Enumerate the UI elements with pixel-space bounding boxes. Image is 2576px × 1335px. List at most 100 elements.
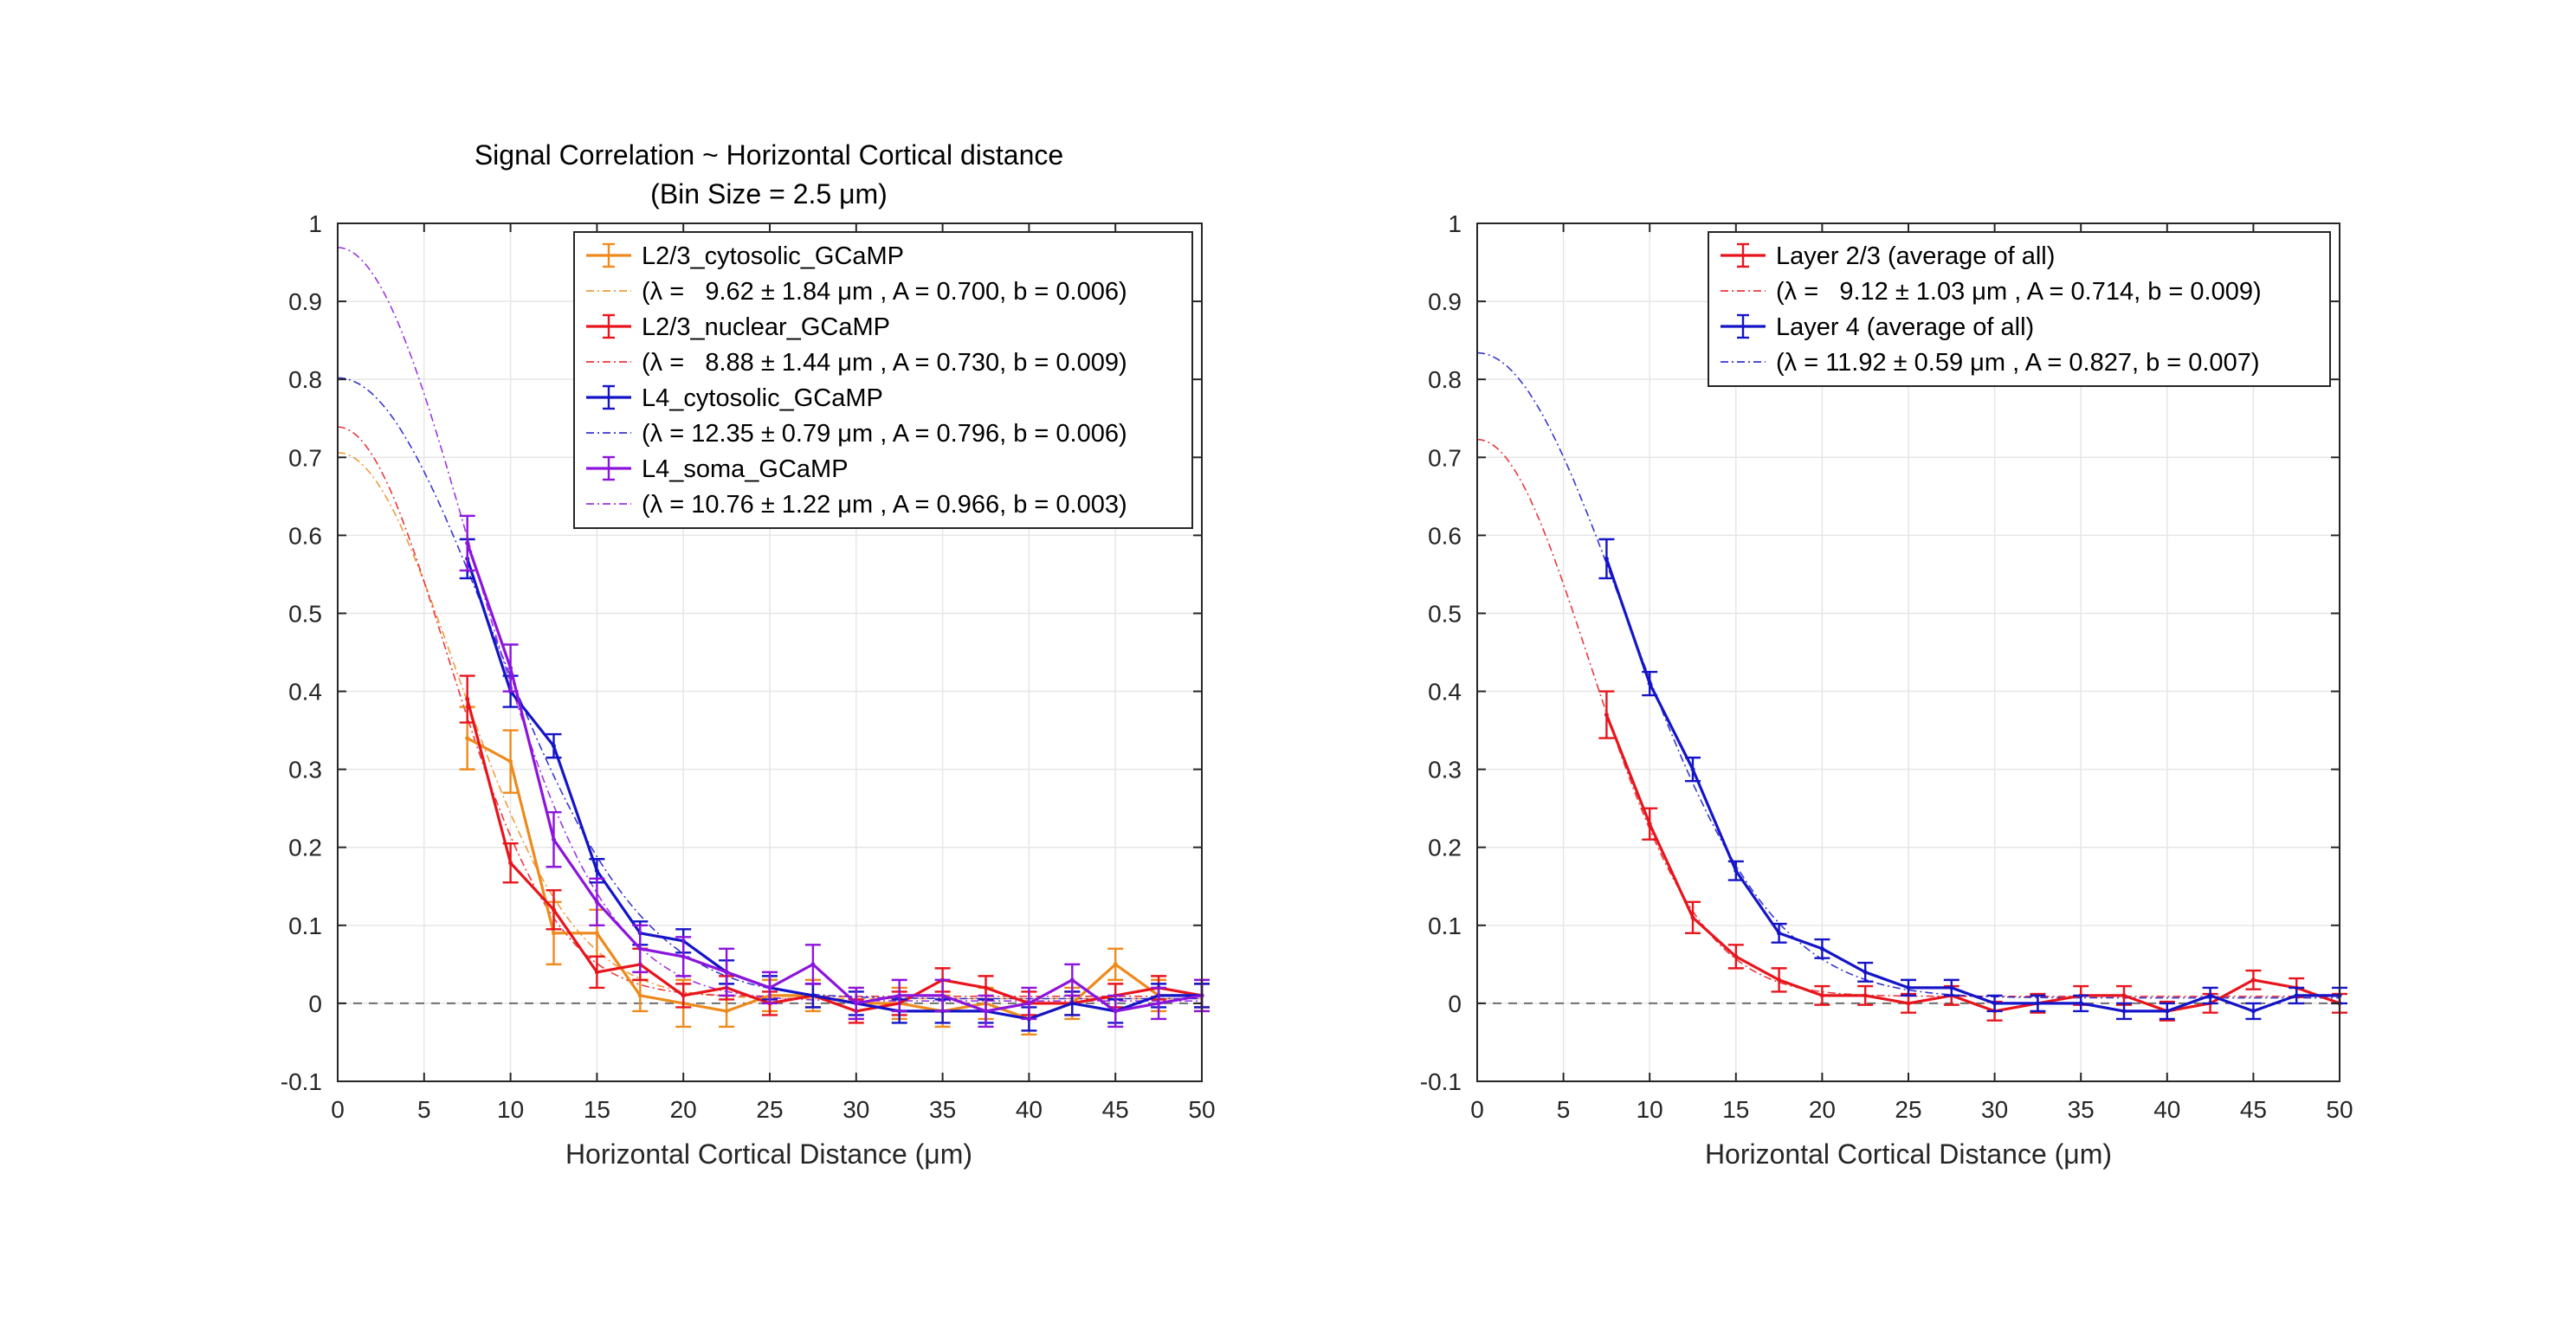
data-point [1113,1009,1118,1014]
data-point [724,970,729,975]
legend-series-label: L2/3_cytosolic_GCaMP [642,242,904,270]
data-point [465,540,470,545]
x-tick-label: 5 [1557,1096,1571,1123]
y-tick-label: -0.1 [1420,1068,1462,1095]
series-line [466,542,1203,1013]
y-tick-label: 0.5 [288,600,322,627]
data-point [2208,993,2213,998]
fit-curve [337,452,1202,1000]
legend: L2/3_cytosolic_GCaMP (λ = 9.62 ± 1.84 μm … [573,231,1193,529]
data-point [984,1009,988,1014]
axis-ticks: 0 5 10 15 20 25 30 35 40 45 50 -0.1 0 0.1 0.2 0.3 0.4 0.5… [1420,210,2353,1123]
data-point [508,759,513,764]
data-point [594,931,599,936]
legend-fit-label: (λ = 12.35 ± 0.79 μm , A = 0.796, b = 0.… [642,420,1127,448]
x-tick-label: 25 [1895,1096,1921,1123]
y-tick-label: 0.9 [1428,288,1462,315]
legend-fit-label: (λ = 9.62 ± 1.84 μm , A = 0.700, b = 0.0… [642,278,1127,306]
data-point [724,1009,729,1014]
data-point [1949,985,1954,990]
x-tick-label: 0 [331,1096,345,1123]
y-tick-label: 0 [308,990,322,1017]
data-point [2250,1009,2256,1014]
y-tick-label: 0.7 [1428,444,1462,471]
legend-box [573,231,1193,529]
data-point [465,736,470,741]
data-point [1604,556,1609,561]
x-tick-label: 30 [1981,1096,2008,1123]
data-point [1647,822,1652,827]
x-tick-label: 25 [756,1096,783,1123]
y-tick-label: 0.4 [1428,679,1462,706]
data-point [1863,970,1868,975]
data-point [1069,1001,1075,1006]
y-tick-label: 0.5 [1428,600,1462,627]
y-tick-label: 0.9 [288,288,322,315]
y-tick-label: 0.6 [1428,522,1462,549]
data-point [1156,1001,1161,1006]
x-tick-label: 30 [843,1096,869,1123]
data-point [508,666,513,671]
data-point [594,900,599,905]
y-tick-label: 1 [308,210,322,237]
right-chart-panel: 0 5 10 15 20 25 30 35 40 45 50 -0.1 0 0.1 0.2 0.3 0.4 0.5… [1420,210,2353,1170]
data-point [1819,946,1824,951]
axis-ticks: 0 5 10 15 20 25 30 35 40 45 50 -0.1 0 0.1 0.2 0.3 0.4 0.5… [281,210,1216,1123]
data-point [2121,1009,2127,1014]
x-tick-label: 50 [1188,1096,1215,1123]
data-point [465,697,470,702]
data-point [2121,993,2127,998]
legend-fit-label: (λ = 8.88 ± 1.44 μm , A = 0.730, b = 0.0… [642,349,1127,377]
data-point [594,970,599,975]
x-tick-label: 20 [670,1096,697,1123]
y-tick-label: 0.3 [288,757,322,784]
series-line [1604,558,2340,1013]
data-point [1690,915,1695,920]
data-point [767,985,772,990]
data-point [552,837,556,842]
data-point [1690,767,1695,772]
legend-fit-label: (λ = 11.92 ± 0.59 μm , A = 0.827, b = 0.… [1776,349,2259,377]
x-tick-label: 0 [1470,1096,1484,1123]
data-point [1604,713,1609,718]
x-tick-label: 40 [1016,1096,1043,1123]
legend-box [1708,231,2331,387]
data-point [2294,993,2299,998]
data-point [1863,993,1868,998]
data-point [1906,985,1911,990]
data-point [637,946,642,951]
y-tick-label: 0.8 [1428,366,1462,393]
y-tick-label: -0.1 [281,1068,322,1095]
data-point [1733,868,1739,874]
x-tick-label: 45 [1102,1096,1129,1123]
x-tick-label: 35 [2068,1096,2095,1123]
y-tick-label: 0.6 [288,522,322,549]
series-line [466,558,1202,1021]
data-series [459,514,1210,1036]
data-point [1647,681,1652,687]
data-point [594,868,599,874]
data-point [637,993,642,998]
legend-series-label: L4_cytosolic_GCaMP [642,384,883,412]
left-chart-panel: Signal Correlation ~ Horizontal Cortical… [281,139,1216,1170]
y-tick-label: 0.2 [288,835,322,861]
data-point [681,954,686,959]
data-point [2035,1001,2040,1006]
series-line [466,699,1203,1013]
legend-series-label: Layer 2/3 (average of all) [1776,242,2055,270]
x-tick-label: 35 [929,1096,956,1123]
y-tick-label: 0.1 [1428,913,1462,939]
y-tick-label: 0.2 [1428,835,1462,861]
data-point [2165,1009,2170,1014]
x-tick-label: 50 [2326,1096,2353,1123]
data-point [1069,977,1075,983]
data-point [508,861,513,866]
data-point [2078,1001,2083,1006]
y-tick-label: 0.3 [1428,757,1462,784]
data-point [552,931,556,936]
data-point [1113,962,1118,967]
data-point [1026,1001,1031,1006]
legend-fit-label: (λ = 9.12 ± 1.03 μm , A = 0.714, b = 0.0… [1776,278,2262,306]
x-tick-label: 5 [417,1096,431,1123]
fit-curve [1476,438,2340,997]
